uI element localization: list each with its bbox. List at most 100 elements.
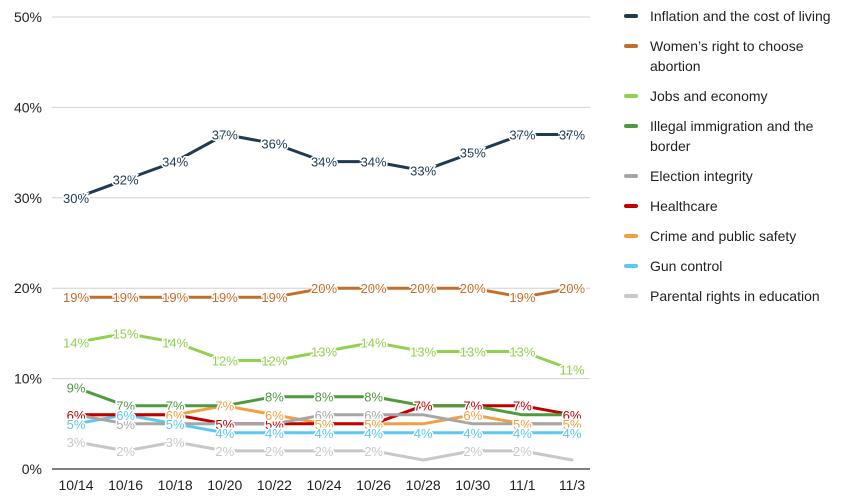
series-line (74, 331, 574, 372)
data-label: 2% (463, 444, 482, 459)
legend-item: Crime and public safety (624, 226, 840, 246)
x-tick-label: 10/16 (108, 477, 143, 493)
data-label: 12% (212, 354, 238, 369)
data-label: 5% (116, 417, 135, 432)
data-label: 6% (563, 408, 582, 423)
y-tick-label: 0% (22, 461, 42, 477)
data-label: 4% (414, 426, 433, 441)
data-label: 6% (463, 408, 482, 423)
legend-label: Election integrity (650, 168, 753, 184)
y-tick-label: 30% (14, 190, 42, 206)
legend-item: Illegal immigration and the border (624, 116, 840, 156)
data-label: 7% (116, 399, 135, 414)
data-label: 5% (265, 417, 284, 432)
legend-item: Election integrity (624, 166, 840, 186)
data-label: 3% (166, 435, 185, 450)
data-label: 4% (563, 426, 582, 441)
data-label: 2% (215, 444, 234, 459)
data-label: 6% (315, 408, 334, 423)
data-label: 20% (361, 281, 387, 296)
series-line (74, 440, 574, 462)
data-label: 8% (315, 390, 334, 405)
data-label: 34% (361, 155, 387, 170)
data-label: 4% (463, 426, 482, 441)
legend-swatch (624, 44, 638, 48)
series-line (74, 133, 574, 200)
x-tick-label: 10/30 (455, 477, 490, 493)
data-label: 5% (563, 417, 582, 432)
data-label: 6% (67, 408, 86, 423)
data-label: 8% (364, 390, 383, 405)
data-label: 9% (67, 381, 86, 396)
data-label: 33% (410, 164, 436, 179)
y-tick-label: 50% (14, 9, 42, 25)
data-label: 6% (364, 408, 383, 423)
y-tick-label: 40% (14, 99, 42, 115)
data-label: 15% (113, 326, 139, 341)
data-label: 6% (116, 408, 135, 423)
series-line (74, 404, 574, 426)
data-label: 5% (67, 417, 86, 432)
data-label: 34% (311, 155, 337, 170)
data-label: 34% (162, 155, 188, 170)
legend-label: Parental rights in education (650, 288, 820, 304)
data-label: 3% (67, 435, 86, 450)
data-label: 30% (63, 191, 89, 206)
data-label: 5% (315, 417, 334, 432)
data-label: 13% (509, 344, 535, 359)
data-label: 37% (212, 128, 238, 143)
data-label: 37% (559, 128, 585, 143)
data-label: 32% (113, 173, 139, 188)
legend-label: Healthcare (650, 198, 718, 214)
y-tick-label: 20% (14, 280, 42, 296)
data-label: 37% (509, 128, 535, 143)
x-tick-label: 11/1 (509, 477, 535, 493)
data-label: 6% (166, 408, 185, 423)
legend-swatch (624, 94, 638, 98)
legend-item: Healthcare (624, 196, 840, 216)
data-label: 7% (166, 399, 185, 414)
data-label: 19% (63, 290, 89, 305)
data-label: 5% (513, 417, 532, 432)
x-tick-label: 10/14 (58, 477, 93, 493)
data-label: 4% (364, 426, 383, 441)
chart-legend: Inflation and the cost of living Women’s… (624, 6, 840, 316)
legend-label: Women’s right to choose abortion (650, 38, 804, 74)
data-label: 12% (261, 354, 287, 369)
data-label: 5% (364, 417, 383, 432)
data-label: 11% (559, 363, 584, 378)
data-label: 2% (315, 444, 334, 459)
legend-label: Inflation and the cost of living (650, 8, 831, 24)
data-label: 13% (410, 344, 436, 359)
data-label: 7% (215, 399, 234, 414)
data-label: 5% (166, 417, 185, 432)
x-tick-label: 10/22 (257, 477, 292, 493)
data-label: 14% (63, 335, 89, 350)
data-label: 19% (162, 290, 188, 305)
data-label: 19% (261, 290, 287, 305)
legend-label: Gun control (650, 258, 723, 274)
data-label: 4% (513, 426, 532, 441)
data-label: 20% (559, 281, 585, 296)
legend-swatch (624, 14, 638, 18)
data-label: 20% (460, 281, 486, 296)
y-tick-label: 10% (14, 371, 42, 387)
data-label: 4% (315, 426, 334, 441)
legend-item: Jobs and economy (624, 86, 840, 106)
legend-item: Women’s right to choose abortion (624, 36, 840, 76)
legend-label: Crime and public safety (650, 228, 797, 244)
x-tick-label: 10/20 (207, 477, 242, 493)
data-label: 14% (361, 335, 387, 350)
legend-item: Parental rights in education (624, 286, 840, 306)
data-label: 36% (261, 137, 287, 152)
x-tick-label: 11/3 (559, 477, 585, 493)
data-label: 13% (460, 344, 486, 359)
legend-item: Gun control (624, 256, 840, 276)
series-line (74, 413, 574, 435)
data-label: 5% (215, 417, 234, 432)
data-label: 4% (215, 426, 234, 441)
data-label: 19% (509, 290, 535, 305)
data-label: 20% (311, 281, 337, 296)
data-label: 19% (113, 290, 139, 305)
